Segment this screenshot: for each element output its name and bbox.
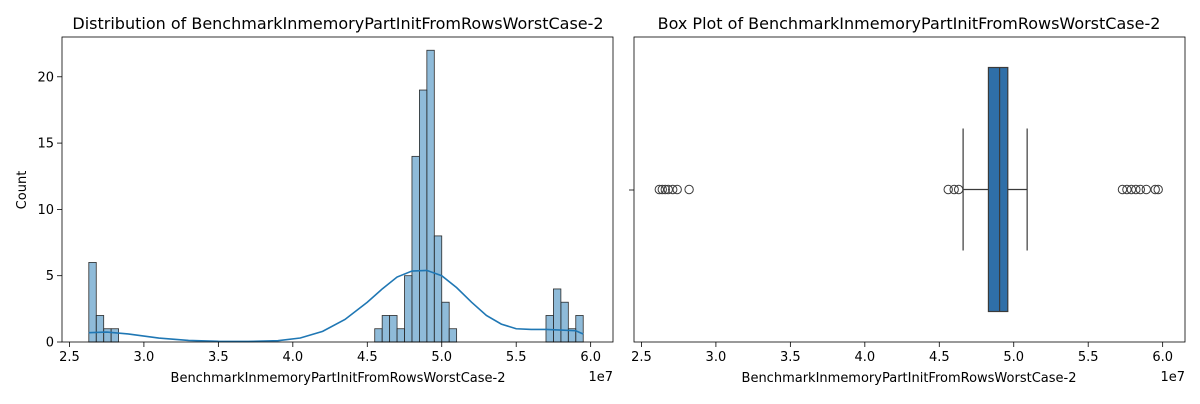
box-outlier [668, 184, 678, 195]
histogram-bar [381, 315, 391, 343]
histogram-y-axis-label: Count [15, 171, 30, 210]
x-tick-label: 4.5 [929, 350, 950, 365]
box-outlier [943, 184, 953, 195]
box-outlier [1153, 184, 1163, 195]
box-outlier [1126, 184, 1137, 195]
box-outlier [657, 184, 667, 195]
histogram-bar [441, 301, 450, 343]
box-plot-x-offset-label: 1e7 [1160, 370, 1185, 385]
box-outlier [1150, 184, 1160, 195]
x-tick-label: 4.5 [357, 350, 378, 365]
histogram-bar [433, 235, 443, 343]
histogram-y-ticks: 0 5 10 15 20 [37, 70, 62, 351]
y-tick-label: 0 [46, 336, 54, 351]
box-outlier [1122, 184, 1132, 195]
box-outlier [672, 184, 682, 195]
box-plot-frame [633, 36, 1186, 343]
histogram-bar [575, 315, 584, 343]
box-outlier [654, 184, 665, 195]
histogram-x-ticks: 2.5 3.0 3.5 4.0 4.5 5.0 5.5 6.0 [59, 342, 601, 365]
histogram-bar [419, 89, 428, 343]
y-tick-label: 15 [37, 137, 54, 152]
y-tick-label: 20 [37, 70, 54, 85]
histogram-title: Distribution of BenchmarkInmemoryPartIni… [72, 14, 603, 33]
x-tick-label: 4.0 [854, 350, 875, 365]
y-tick-label: 5 [46, 269, 54, 284]
x-tick-label: 5.0 [1003, 350, 1024, 365]
x-tick-label: 4.0 [282, 350, 303, 365]
histogram-bar [103, 328, 112, 343]
x-tick-label: 3.5 [780, 350, 801, 365]
x-tick-label: 2.5 [59, 350, 80, 365]
histogram-plot-frame [61, 36, 614, 343]
y-tick-label: 10 [37, 203, 54, 218]
histogram-bars [88, 49, 584, 343]
histogram-bar [560, 301, 569, 343]
box-plot-title: Box Plot of BenchmarkInmemoryPartInitFro… [658, 14, 1161, 33]
histogram-x-offset-label: 1e7 [588, 370, 613, 385]
x-tick-label: 3.0 [134, 350, 155, 365]
histogram-bar [396, 328, 405, 343]
histogram-bar [95, 315, 105, 343]
box-plot-marks [654, 66, 1163, 313]
box-outlier [953, 184, 964, 195]
histogram-bar [110, 328, 119, 343]
histogram-bar [389, 315, 398, 343]
box-outlier [1141, 184, 1151, 195]
histogram-bar [88, 262, 97, 343]
kde-curve [88, 269, 584, 343]
histogram-chart: Distribution of BenchmarkInmemoryPartIni… [15, 14, 614, 386]
x-tick-label: 6.0 [580, 350, 601, 365]
box-plot-chart: Box Plot of BenchmarkInmemoryPartInitFro… [629, 14, 1186, 386]
box-outlier [949, 184, 959, 195]
box-outlier [663, 184, 673, 195]
box-outlier [1117, 184, 1128, 195]
histogram-x-axis-label: BenchmarkInmemoryPartInitFromRowsWorstCa… [171, 371, 506, 386]
histogram-bar [426, 49, 435, 343]
box-outlier [684, 184, 694, 195]
x-tick-label: 5.0 [431, 350, 452, 365]
box-iqr [987, 66, 1009, 313]
histogram-bar [553, 288, 562, 343]
x-tick-label: 5.5 [506, 350, 527, 365]
box-plot-x-axis-label: BenchmarkInmemoryPartInitFromRowsWorstCa… [742, 371, 1077, 386]
x-tick-label: 5.5 [1078, 350, 1099, 365]
x-tick-label: 6.0 [1152, 350, 1173, 365]
x-tick-label: 3.5 [208, 350, 229, 365]
box-outlier [1131, 184, 1141, 195]
histogram-bar [374, 328, 383, 343]
box-plot-x-ticks: 2.5 3.0 3.5 4.0 4.5 5.0 5.5 6.0 [631, 342, 1173, 365]
box-outlier [660, 184, 670, 195]
x-tick-label: 2.5 [631, 350, 652, 365]
histogram-bar [411, 155, 420, 343]
histogram-bar [404, 275, 413, 343]
box-outlier [1135, 184, 1146, 195]
x-tick-label: 3.0 [706, 350, 727, 365]
histogram-bar [448, 328, 458, 343]
